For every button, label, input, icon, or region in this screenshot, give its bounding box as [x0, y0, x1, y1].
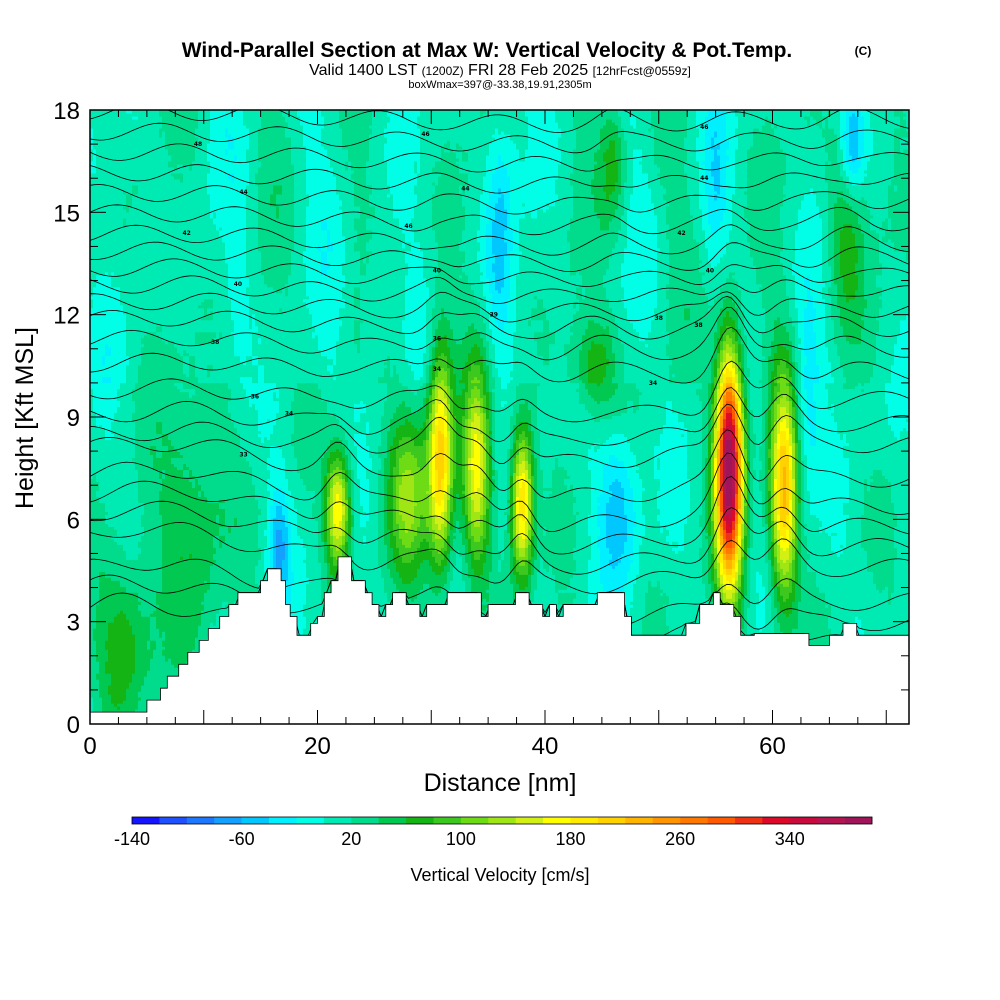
section-chart: Wind-Parallel Section at Max W: Vertical… — [0, 0, 1000, 1000]
subtitle-fcst: [12hrFcst@0559z] — [593, 64, 691, 78]
chart-title-mark: (C) — [855, 44, 872, 58]
subtitle-valid: Valid 1400 LST — [309, 62, 417, 79]
chart-title: Wind-Parallel Section at Max W: Vertical… — [182, 39, 793, 62]
chart-subtitle-box: boxWmax=397@-33.38,19.91,2305m — [408, 79, 591, 91]
chart-subtitle: Valid 1400 LST (1200Z) FRI 28 Feb 2025 [… — [309, 62, 691, 79]
subtitle-utc: (1200Z) — [422, 64, 464, 78]
subtitle-date: FRI 28 Feb 2025 — [468, 62, 588, 79]
